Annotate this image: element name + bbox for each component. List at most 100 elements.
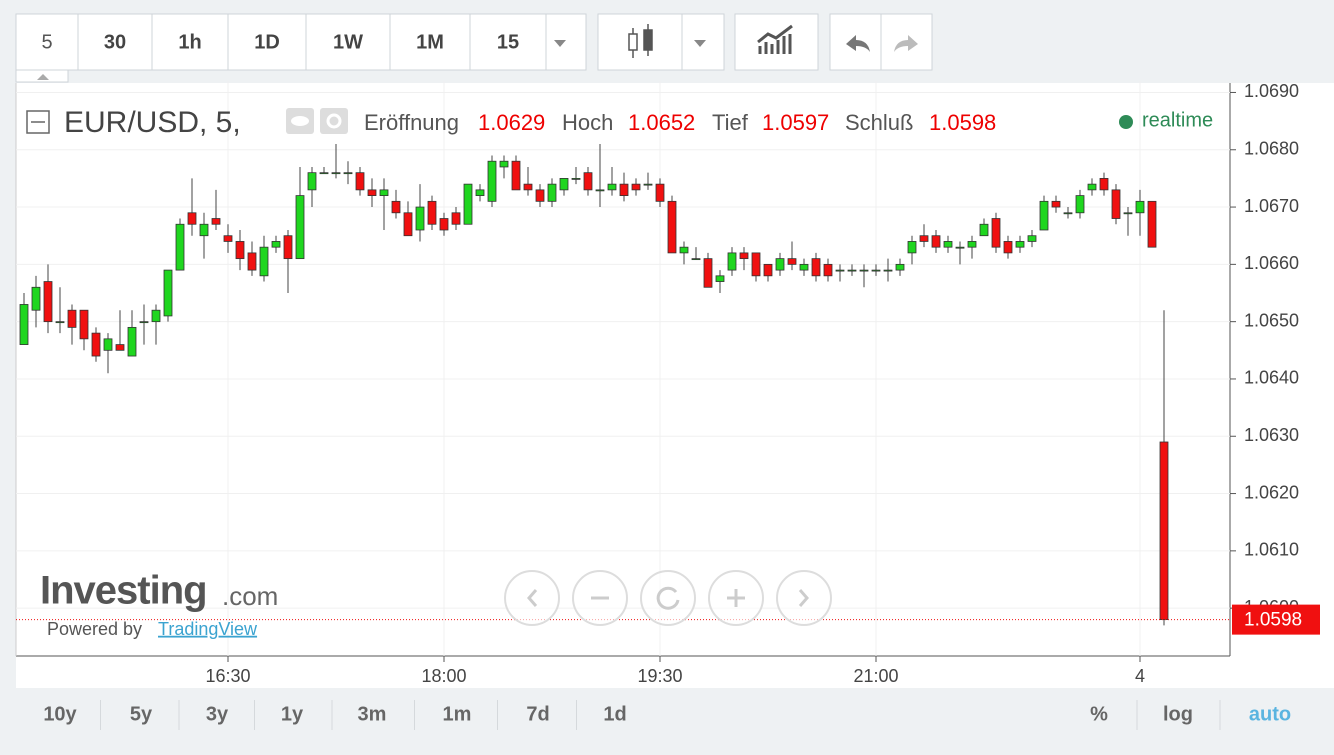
dropdown-arrow[interactable] — [694, 40, 706, 47]
range-button[interactable]: 3m — [358, 703, 387, 725]
candle-body — [871, 269, 881, 272]
dropdown-arrow[interactable] — [554, 40, 566, 47]
candle-body — [451, 212, 461, 225]
candle-body — [823, 263, 833, 277]
close-value: 1.0598 — [929, 110, 996, 135]
candle-body — [43, 281, 53, 323]
undo-icon[interactable] — [846, 35, 870, 52]
interval-button[interactable]: 30 — [104, 31, 126, 53]
brand-name: Investing — [40, 569, 207, 613]
x-tick-label: 19:30 — [637, 666, 682, 686]
reset[interactable] — [640, 570, 696, 626]
ranges: 10y 5y 3y 1y 3m 1m 7d 1d% log auto — [43, 700, 1291, 730]
candle-body — [727, 252, 737, 271]
interval-button[interactable]: 5 — [41, 31, 52, 53]
candle-body — [487, 160, 497, 202]
interval-button[interactable]: 15 — [497, 31, 519, 53]
candle-body — [1111, 189, 1121, 219]
candle-body — [967, 241, 977, 248]
x-tick-label: 18:00 — [421, 666, 466, 686]
gear-shape — [326, 113, 342, 129]
redo-icon[interactable] — [894, 35, 918, 52]
candle-body — [211, 218, 221, 225]
candle-body — [187, 212, 197, 225]
candle-body — [811, 258, 821, 277]
candle-body — [235, 241, 245, 260]
candle-body — [559, 178, 569, 191]
range-button[interactable]: 7d — [526, 703, 549, 725]
scroll-right[interactable] — [776, 570, 832, 626]
candle-body — [355, 172, 365, 191]
range-button[interactable]: 1d — [603, 703, 626, 725]
candle-body — [127, 326, 137, 357]
candle-body — [835, 269, 845, 272]
candle-body — [463, 183, 473, 225]
candle-body — [331, 172, 341, 175]
range-button[interactable]: 1m — [443, 703, 472, 725]
open-label: Eröffnung — [364, 110, 459, 135]
candle-body — [19, 304, 29, 345]
candle-body — [1015, 241, 1025, 248]
range-button[interactable]: 10y — [43, 703, 77, 725]
range-button[interactable]: 3y — [206, 703, 229, 725]
candle-body — [595, 189, 605, 192]
candle-body — [991, 218, 1001, 248]
interval-button[interactable]: 1D — [254, 31, 280, 53]
y-tick-label: 1.0640 — [1244, 368, 1299, 388]
candle-body — [343, 172, 353, 175]
open-value: 1.0629 — [478, 110, 545, 135]
x-tick-label: 21:00 — [853, 666, 898, 686]
navigation-icons — [527, 586, 809, 610]
brand-suffix: .com — [222, 581, 278, 611]
candle-body — [367, 189, 377, 196]
candle-body — [223, 235, 233, 242]
candle-body — [115, 344, 125, 351]
interval-button[interactable]: 1h — [178, 31, 201, 53]
candle-body — [91, 332, 101, 357]
scale-option[interactable]: % — [1090, 703, 1108, 725]
status: realtime — [1142, 109, 1213, 131]
scroll-left[interactable] — [504, 570, 560, 626]
candle-body — [427, 200, 437, 225]
candle-body — [271, 241, 281, 248]
scale-option[interactable]: auto — [1249, 703, 1291, 725]
scale-option[interactable]: log — [1163, 703, 1193, 725]
y-tick-label: 1.0620 — [1244, 482, 1299, 502]
tab-arrow — [37, 74, 49, 80]
candle-body — [403, 212, 413, 237]
candle-body — [391, 200, 401, 214]
candle-body — [55, 321, 65, 324]
candle-body — [475, 189, 485, 196]
candle-body — [1051, 200, 1061, 208]
candle-body — [67, 309, 77, 328]
settings-icon[interactable] — [320, 108, 348, 134]
candle-body — [547, 183, 557, 202]
candle-body — [535, 189, 545, 202]
interval-button[interactable]: 1W — [333, 31, 363, 53]
powered-by: Powered by — [47, 619, 142, 639]
candle-body — [163, 269, 173, 317]
chart-type-button[interactable] — [597, 13, 725, 71]
symbol: EUR/USD, 5, — [64, 106, 241, 139]
candle-body — [607, 183, 617, 191]
low-value: 1.0597 — [762, 110, 829, 135]
candle-body — [1123, 212, 1133, 215]
eye-shape — [291, 116, 309, 126]
candle-body — [1159, 441, 1169, 621]
candle-body — [907, 241, 917, 254]
indicators-icon — [757, 24, 793, 54]
candle-body — [1063, 212, 1073, 215]
candle-body — [31, 286, 41, 311]
candle-body — [859, 269, 869, 272]
candle-body — [955, 246, 965, 249]
candle-body — [667, 200, 677, 254]
y-tick-label: 1.0690 — [1244, 81, 1299, 101]
candle-body — [847, 269, 857, 272]
candle-body — [763, 263, 773, 277]
range-button[interactable]: 1y — [281, 703, 304, 725]
interval-button[interactable]: 1M — [416, 31, 444, 53]
provider-link[interactable]: TradingView — [158, 619, 258, 639]
range-button[interactable]: 5y — [130, 703, 153, 725]
candle-body — [739, 252, 749, 260]
